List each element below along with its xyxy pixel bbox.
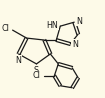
Text: N: N — [72, 39, 78, 49]
Text: HN: HN — [47, 21, 58, 30]
Text: N: N — [16, 56, 22, 65]
Text: Cl: Cl — [33, 71, 40, 80]
Text: Cl: Cl — [2, 24, 10, 33]
Text: S: S — [34, 66, 39, 75]
Text: N: N — [76, 17, 82, 26]
